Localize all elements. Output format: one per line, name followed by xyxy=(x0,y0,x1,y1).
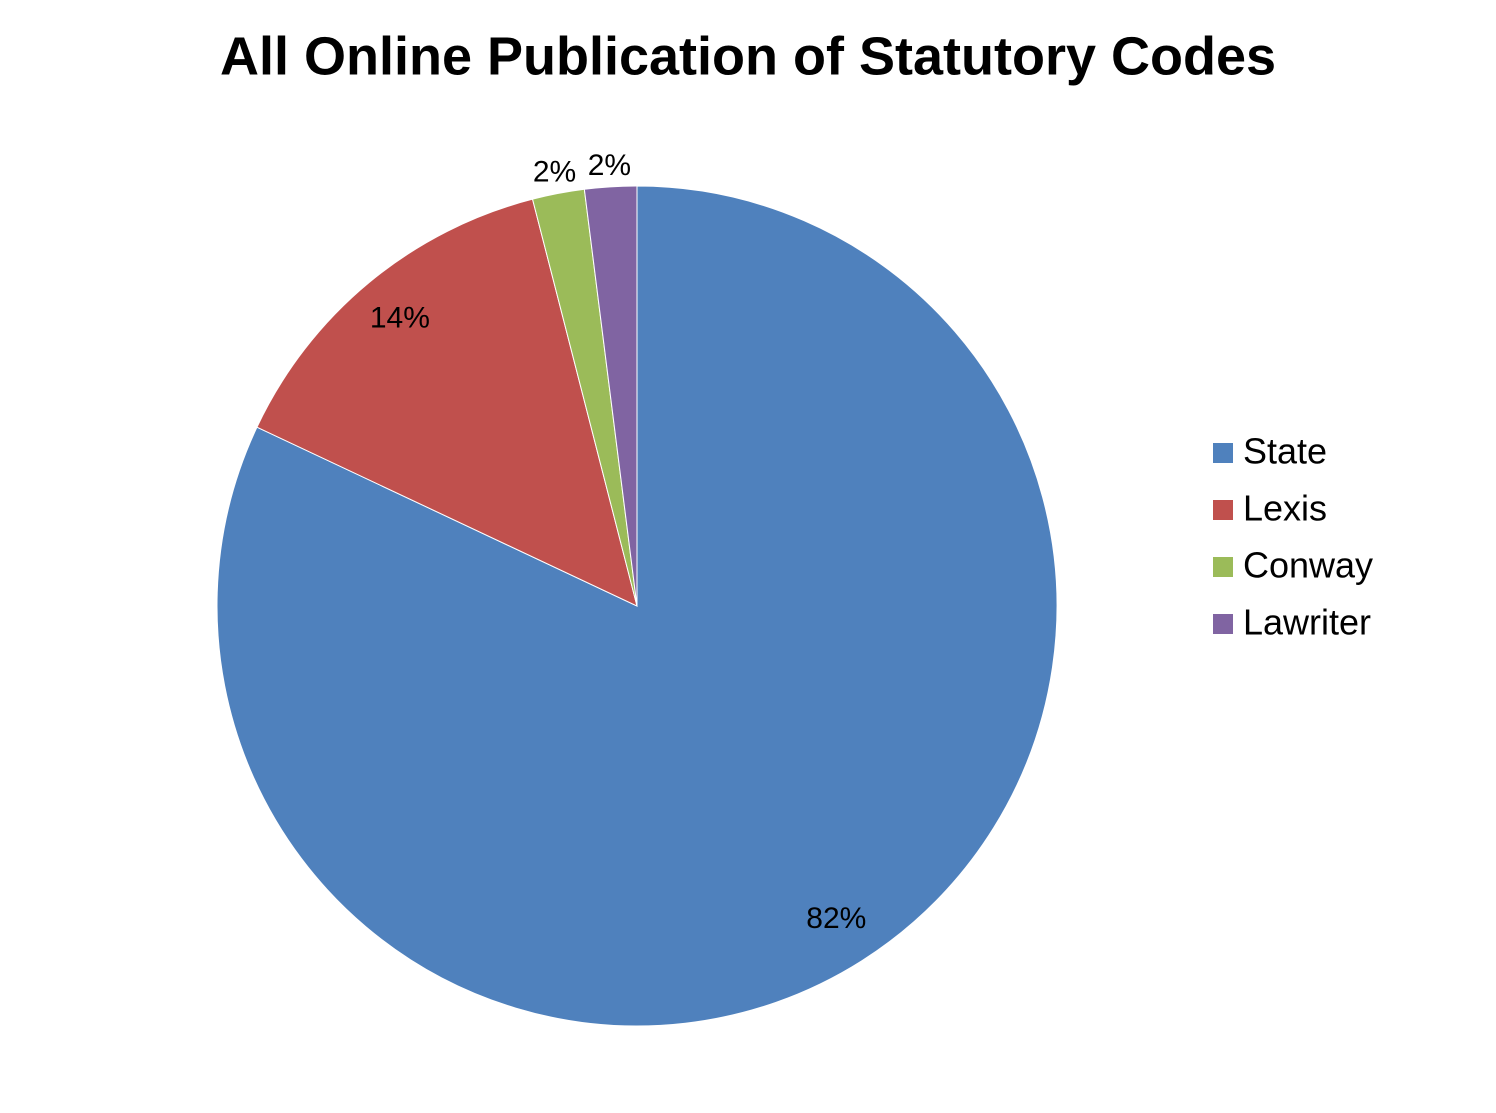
chart-title: All Online Publication of Statutory Code… xyxy=(220,26,1276,86)
pie-slice xyxy=(583,185,638,607)
legend-label: Lawriter xyxy=(1243,602,1371,643)
data-label: 14% xyxy=(370,301,430,334)
legend-label: Lexis xyxy=(1243,488,1327,529)
legend-swatch xyxy=(1213,557,1233,577)
legend-swatch xyxy=(1213,614,1233,634)
legend-label: Conway xyxy=(1243,545,1373,586)
pie-slice xyxy=(256,198,638,607)
data-label: 2% xyxy=(533,156,576,189)
data-label: 2% xyxy=(588,149,631,182)
data-label: 82% xyxy=(806,902,866,935)
legend-label: State xyxy=(1243,431,1327,472)
pie-slice xyxy=(216,185,1058,1027)
legend-swatch xyxy=(1213,443,1233,463)
legend-swatch xyxy=(1213,500,1233,520)
